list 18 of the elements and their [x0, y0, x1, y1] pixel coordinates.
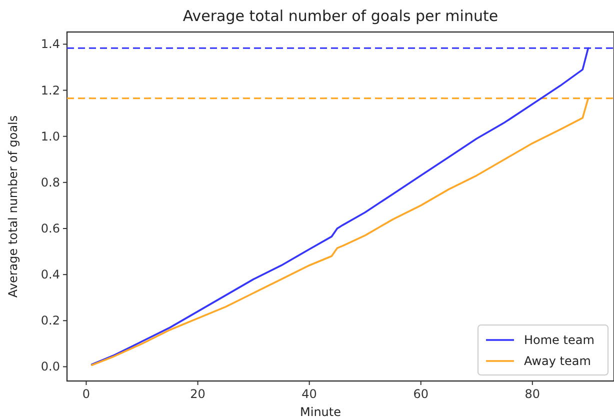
y-tick-label: 0.8 [40, 175, 60, 190]
x-tick-label: 80 [524, 387, 540, 401]
y-tick-label: 0.0 [40, 360, 60, 374]
y-tick-label: 1.0 [40, 129, 60, 144]
y-tick-label: 1.4 [40, 37, 60, 52]
x-tick-label: 20 [190, 387, 206, 401]
y-tick-label: 0.6 [40, 222, 60, 236]
x-tick-label: 60 [413, 387, 429, 401]
y-tick-label: 0.4 [40, 268, 60, 282]
legend-label: Away team [524, 354, 591, 368]
chart-title: Average total number of goals per minute [182, 7, 498, 25]
x-tick-label: 0 [82, 387, 90, 401]
y-tick-label: 1.2 [40, 83, 60, 98]
x-tick-label: 40 [302, 387, 317, 401]
y-tick-label: 0.2 [40, 314, 60, 328]
legend-label: Home team [524, 333, 594, 347]
y-axis-title: Average total number of goals [6, 115, 20, 298]
x-axis-title: Minute [300, 405, 341, 419]
